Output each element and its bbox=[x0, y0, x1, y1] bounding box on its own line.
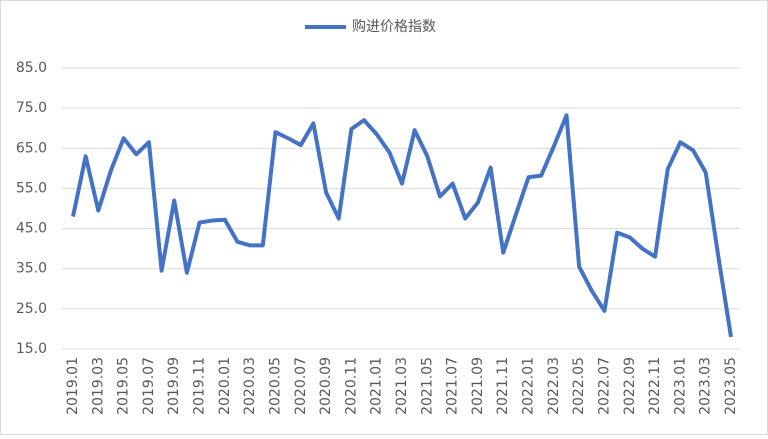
x-tick-label: 2020.05 bbox=[267, 357, 283, 415]
x-tick-label: 2021.05 bbox=[419, 357, 435, 415]
y-tick-label: 55.0 bbox=[16, 180, 47, 196]
x-tick-label: 2023.03 bbox=[698, 357, 714, 415]
x-tick-label: 2022.09 bbox=[622, 357, 638, 415]
x-tick-label: 2019.05 bbox=[116, 357, 132, 415]
x-tick-label: 2023.05 bbox=[723, 357, 739, 415]
data-line bbox=[71, 113, 733, 338]
y-tick-label: 35.0 bbox=[16, 261, 47, 277]
x-tick-label: 2023.01 bbox=[672, 357, 688, 415]
x-tick-label: 2020.03 bbox=[242, 357, 258, 415]
x-tick-label: 2022.11 bbox=[647, 357, 663, 415]
x-tick-label: 2019.09 bbox=[166, 357, 182, 415]
x-tick-label: 2021.01 bbox=[369, 357, 385, 415]
x-tick-label: 2021.09 bbox=[470, 357, 486, 415]
x-tick-label: 2019.01 bbox=[65, 357, 81, 415]
legend-label: 购进价格指数 bbox=[352, 19, 436, 35]
x-tick-label: 2022.03 bbox=[546, 357, 562, 415]
y-tick-label: 85.0 bbox=[16, 60, 47, 76]
x-tick-label: 2020.09 bbox=[318, 357, 334, 415]
x-tick-label: 2021.07 bbox=[445, 357, 461, 415]
x-tick-label: 2021.03 bbox=[394, 357, 410, 415]
x-tick-label: 2022.05 bbox=[571, 357, 587, 415]
y-tick-label: 75.0 bbox=[16, 100, 47, 116]
y-tick-label: 45.0 bbox=[16, 221, 47, 237]
x-tick-label: 2022.01 bbox=[521, 357, 537, 415]
x-tick-label: 2020.07 bbox=[293, 357, 309, 415]
x-tick-label: 2020.11 bbox=[343, 357, 359, 415]
y-tick-label: 15.0 bbox=[16, 341, 47, 357]
y-tick-label: 25.0 bbox=[16, 301, 47, 317]
y-tick-label: 65.0 bbox=[16, 140, 47, 156]
x-tick-label: 2019.11 bbox=[192, 357, 208, 415]
x-tick-label: 2022.07 bbox=[596, 357, 612, 415]
x-tick-label: 2019.03 bbox=[90, 357, 106, 415]
x-tick-label: 2020.01 bbox=[217, 357, 233, 415]
x-tick-label: 2019.07 bbox=[141, 357, 157, 415]
x-tick-label: 2021.11 bbox=[495, 357, 511, 415]
